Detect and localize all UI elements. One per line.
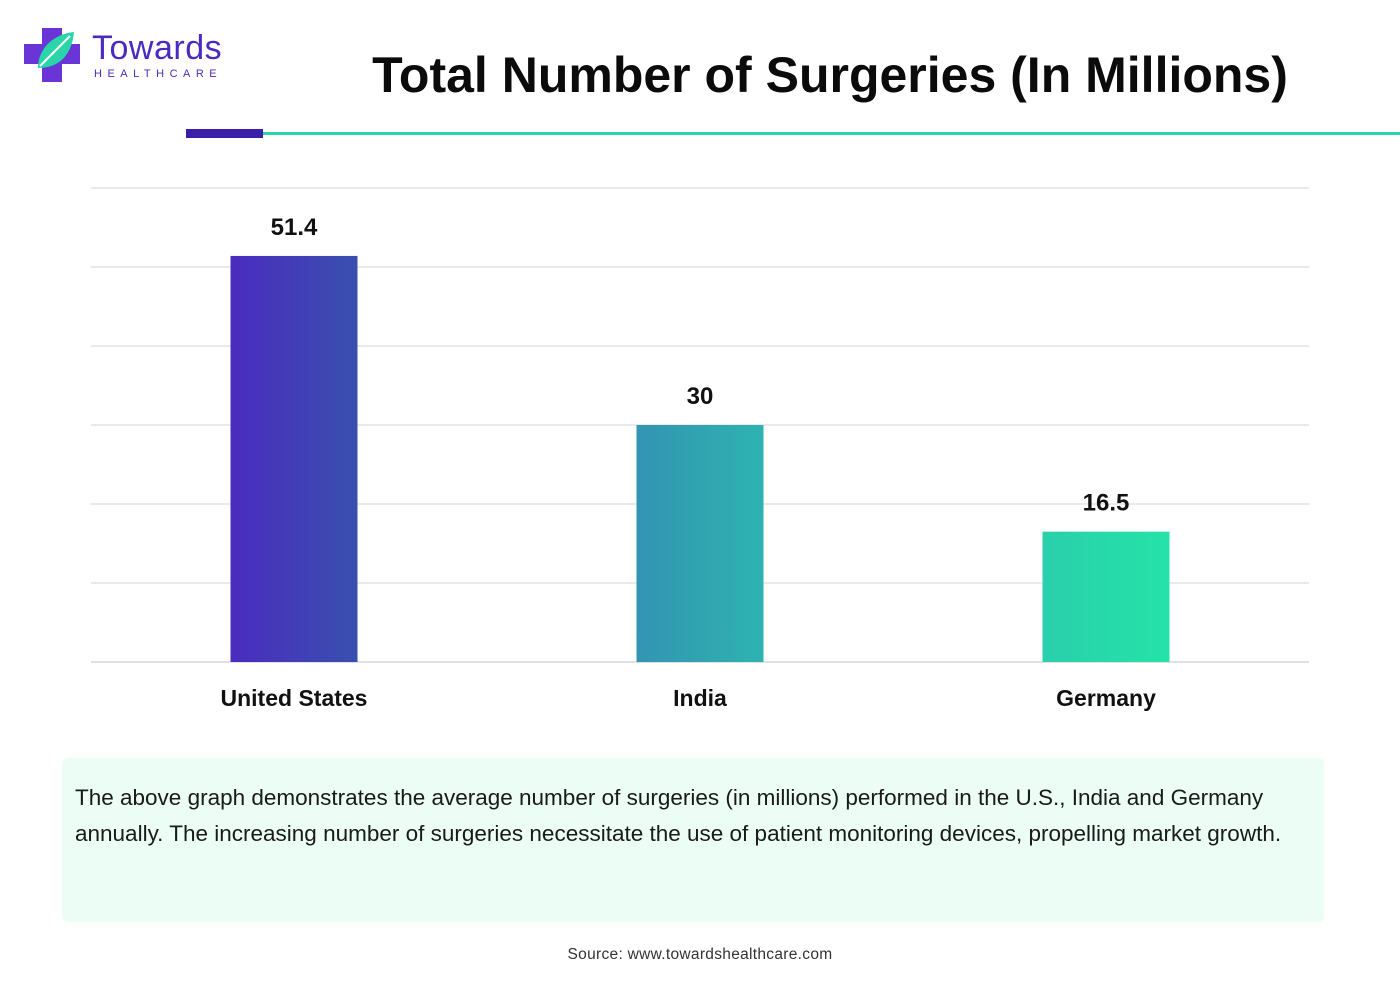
bar-germany xyxy=(1042,531,1170,662)
description-box: The above graph demonstrates the average… xyxy=(62,758,1324,922)
value-label: 16.5 xyxy=(1083,490,1130,517)
bar-india xyxy=(636,425,764,662)
cross-leaf-icon xyxy=(24,28,80,82)
brand-logo: Towards HEALTHCARE xyxy=(22,24,242,88)
category-label: India xyxy=(673,685,727,711)
description-text: The above graph demonstrates the average… xyxy=(75,785,1282,846)
brand-name: Towards xyxy=(92,29,223,67)
brand-subtitle: HEALTHCARE xyxy=(94,68,223,80)
category-label: United States xyxy=(221,685,368,711)
title-rule-accent xyxy=(186,129,263,138)
value-label: 51.4 xyxy=(271,214,318,241)
bar-chart: 51.4 United States 30 India 16.5 Germany xyxy=(91,187,1309,711)
chart-title: Total Number of Surgeries (In Millions) xyxy=(372,47,1288,103)
title-rule xyxy=(263,132,1400,135)
category-label: Germany xyxy=(1056,685,1156,711)
value-label: 30 xyxy=(687,383,714,410)
source-text: Source: www.towardshealthcare.com xyxy=(567,946,833,963)
bar-united-states xyxy=(230,255,358,662)
